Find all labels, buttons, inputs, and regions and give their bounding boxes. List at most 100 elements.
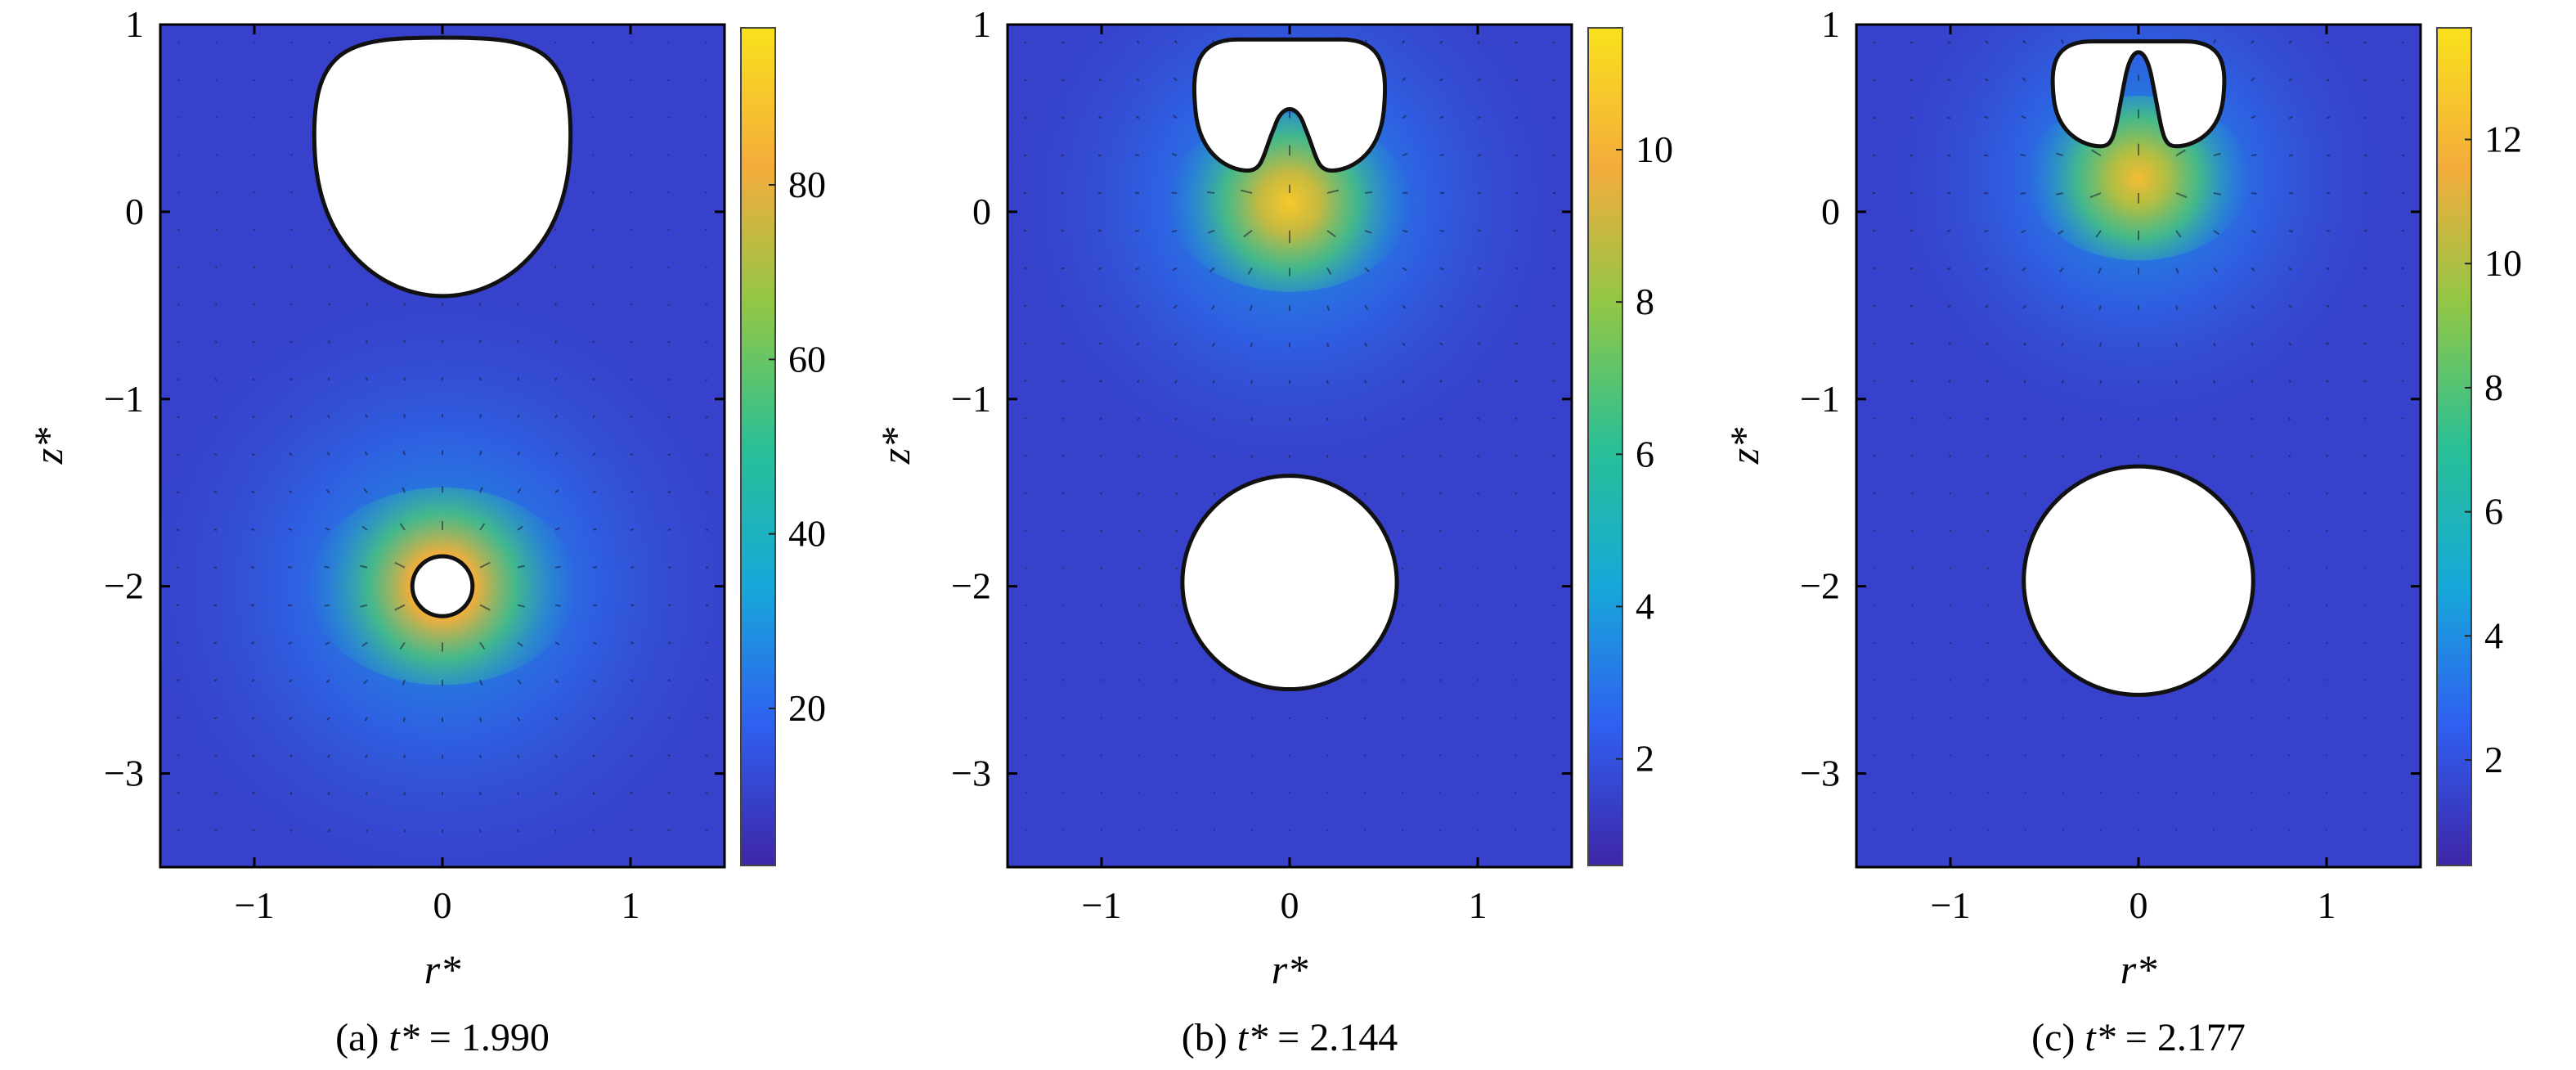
velocity-arrows: [1023, 39, 1556, 831]
velocity-arrow: [1515, 267, 1519, 270]
velocity-arrow: [2288, 342, 2292, 346]
velocity-arrow: [1910, 454, 1914, 457]
velocity-arrow: [394, 561, 406, 569]
velocity-arrow: [1097, 267, 1102, 270]
velocity-arrow: [2020, 192, 2026, 195]
velocity-arrow: [667, 641, 671, 645]
velocity-arrow: [2363, 717, 2366, 719]
velocity-arrow: [592, 829, 595, 833]
velocity-arrow: [1061, 416, 1065, 420]
velocity-arrow: [325, 489, 330, 493]
velocity-arrow: [1986, 380, 1989, 384]
colorbar-gradient: [1587, 27, 1623, 866]
colorbar: 2 4 6 8 10: [1587, 27, 1673, 866]
velocity-arrow: [667, 378, 671, 381]
velocity-arrow: [402, 679, 406, 686]
colorbar: 20 40 60 80: [740, 27, 826, 866]
velocity-arrow: [1402, 267, 1407, 272]
velocity-arrow: [592, 490, 597, 494]
velocity-arrow: [177, 191, 180, 194]
velocity-arrow: [1552, 79, 1555, 82]
velocity-arrow: [2363, 529, 2366, 533]
velocity-arrow: [592, 154, 595, 156]
velocity-arrow: [1552, 567, 1555, 569]
velocity-arrow: [592, 303, 595, 306]
velocity-arrow: [705, 266, 708, 269]
velocity-arrow: [2401, 605, 2403, 607]
velocity-arrow: [705, 340, 708, 344]
velocity-arrow: [2251, 304, 2255, 309]
velocity-arrow: [1985, 342, 1989, 346]
velocity-arrow: [1175, 605, 1178, 607]
velocity-arrow: [2363, 380, 2367, 383]
velocity-arrow: [1552, 154, 1556, 157]
velocity-arrow: [479, 450, 482, 456]
colorbar-tick-label: 2: [1636, 738, 1654, 780]
velocity-arrow: [2401, 380, 2404, 383]
y-tick-label: 0: [125, 191, 144, 232]
velocity-arrow: [1137, 492, 1140, 495]
velocity-arrow: [2401, 416, 2404, 420]
colorbar-tick-label: 10: [2484, 242, 2522, 284]
velocity-arrow: [1023, 116, 1027, 119]
velocity-arrow: [1910, 380, 1914, 383]
velocity-arrow: [1243, 229, 1253, 238]
velocity-arrow: [1947, 41, 1951, 44]
velocity-arrow: [667, 416, 671, 419]
velocity-arrow: [1137, 380, 1140, 384]
velocity-arrow: [290, 116, 293, 119]
velocity-arrow: [2288, 567, 2291, 569]
velocity-arrow: [1439, 417, 1443, 420]
velocity-arrow: [2089, 192, 2102, 199]
velocity-arrow: [1402, 417, 1405, 421]
velocity-arrow: [592, 228, 595, 232]
velocity-arrow: [2213, 39, 2217, 44]
velocity-arrow: [1134, 229, 1140, 232]
velocity-arrow: [705, 116, 707, 119]
velocity-arrow: [2251, 267, 2255, 272]
velocity-arrow: [1874, 754, 1876, 757]
velocity-arrow: [1985, 304, 1989, 308]
velocity-arrow: [1173, 115, 1178, 119]
velocity-arrow: [667, 717, 671, 720]
velocity-arrow: [2363, 605, 2366, 607]
velocity-arrow: [1910, 116, 1914, 119]
velocity-arrow: [1024, 79, 1027, 82]
velocity-arrow: [2062, 417, 2064, 420]
velocity-arrow: [1984, 78, 1989, 82]
velocity-arrow: [326, 452, 330, 456]
velocity-arrow: [2060, 39, 2064, 44]
velocity-arrow: [1212, 380, 1215, 384]
velocity-arrow: [1552, 380, 1555, 383]
caption-value: 2.177: [2157, 1016, 2246, 1059]
velocity-arrow: [1402, 115, 1407, 119]
velocity-arrow: [1174, 380, 1178, 384]
velocity-arrow: [2401, 679, 2403, 681]
velocity-arrow: [1024, 529, 1027, 533]
velocity-arrow: [1874, 641, 1876, 645]
velocity-arrow: [1175, 567, 1178, 570]
velocity-arrow: [630, 490, 634, 494]
x-axis-label: r*: [1272, 946, 1308, 992]
velocity-arrow: [213, 528, 218, 531]
velocity-arrow: [1911, 529, 1914, 533]
velocity-arrow: [1986, 567, 1989, 569]
velocity-arrow: [2288, 304, 2292, 308]
velocity-arrow: [1025, 792, 1027, 794]
velocity-arrow: [630, 753, 634, 758]
velocity-arrow: [1138, 605, 1140, 607]
velocity-arrow: [251, 415, 255, 419]
velocity-arrow: [1249, 304, 1253, 311]
velocity-arrow: [1209, 267, 1215, 273]
velocity-arrow: [554, 489, 559, 493]
y-tick-label: 0: [1821, 191, 1840, 232]
velocity-arrow: [1872, 116, 1876, 119]
velocity-arrow: [2024, 529, 2026, 533]
velocity-arrow: [667, 829, 671, 832]
velocity-arrow: [517, 641, 523, 647]
velocity-arrow: [214, 753, 218, 758]
velocity-arrow: [1984, 115, 1989, 119]
velocity-arrow: [2363, 492, 2367, 495]
velocity-arrow: [592, 566, 598, 569]
